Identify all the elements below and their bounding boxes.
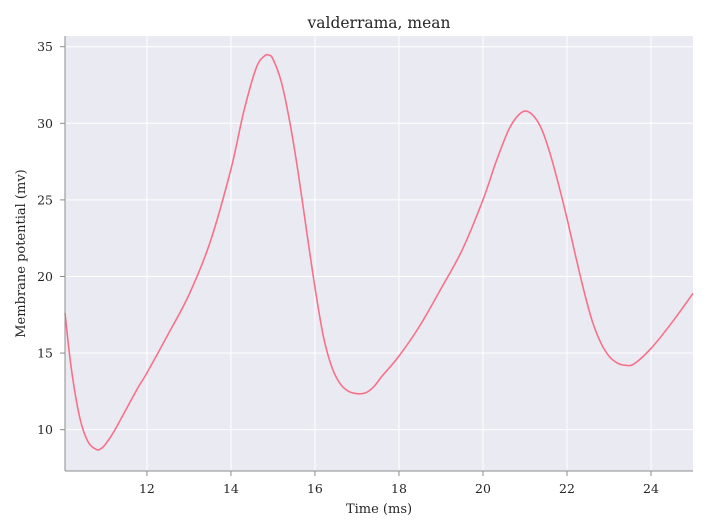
x-axis-ticks: 12 14 16 18 20 22 24: [139, 471, 659, 496]
y-tick-label: 10: [37, 422, 53, 437]
y-tick-label: 35: [37, 39, 53, 54]
y-tick-label: 20: [37, 269, 53, 284]
x-tick-label: 24: [643, 481, 659, 496]
y-tick-label: 25: [37, 192, 53, 207]
x-tick-label: 18: [391, 481, 407, 496]
series-line: [64, 53, 694, 451]
series-layer: [64, 53, 694, 451]
y-axis-ticks: 10 15 20 25 30 35: [37, 39, 65, 437]
chart-title: valderrama, mean: [307, 14, 451, 32]
x-tick-label: 12: [139, 481, 155, 496]
x-tick-label: 22: [559, 481, 575, 496]
y-axis-label: Membrane potential (mv): [14, 169, 29, 338]
x-tick-label: 14: [223, 481, 239, 496]
y-tick-label: 15: [37, 346, 53, 361]
grid: [65, 36, 693, 471]
x-axis-label: Time (ms): [346, 502, 412, 517]
x-tick-label: 20: [475, 481, 491, 496]
y-tick-label: 30: [37, 116, 53, 131]
x-tick-label: 16: [307, 481, 323, 496]
plot-area: [65, 36, 693, 471]
